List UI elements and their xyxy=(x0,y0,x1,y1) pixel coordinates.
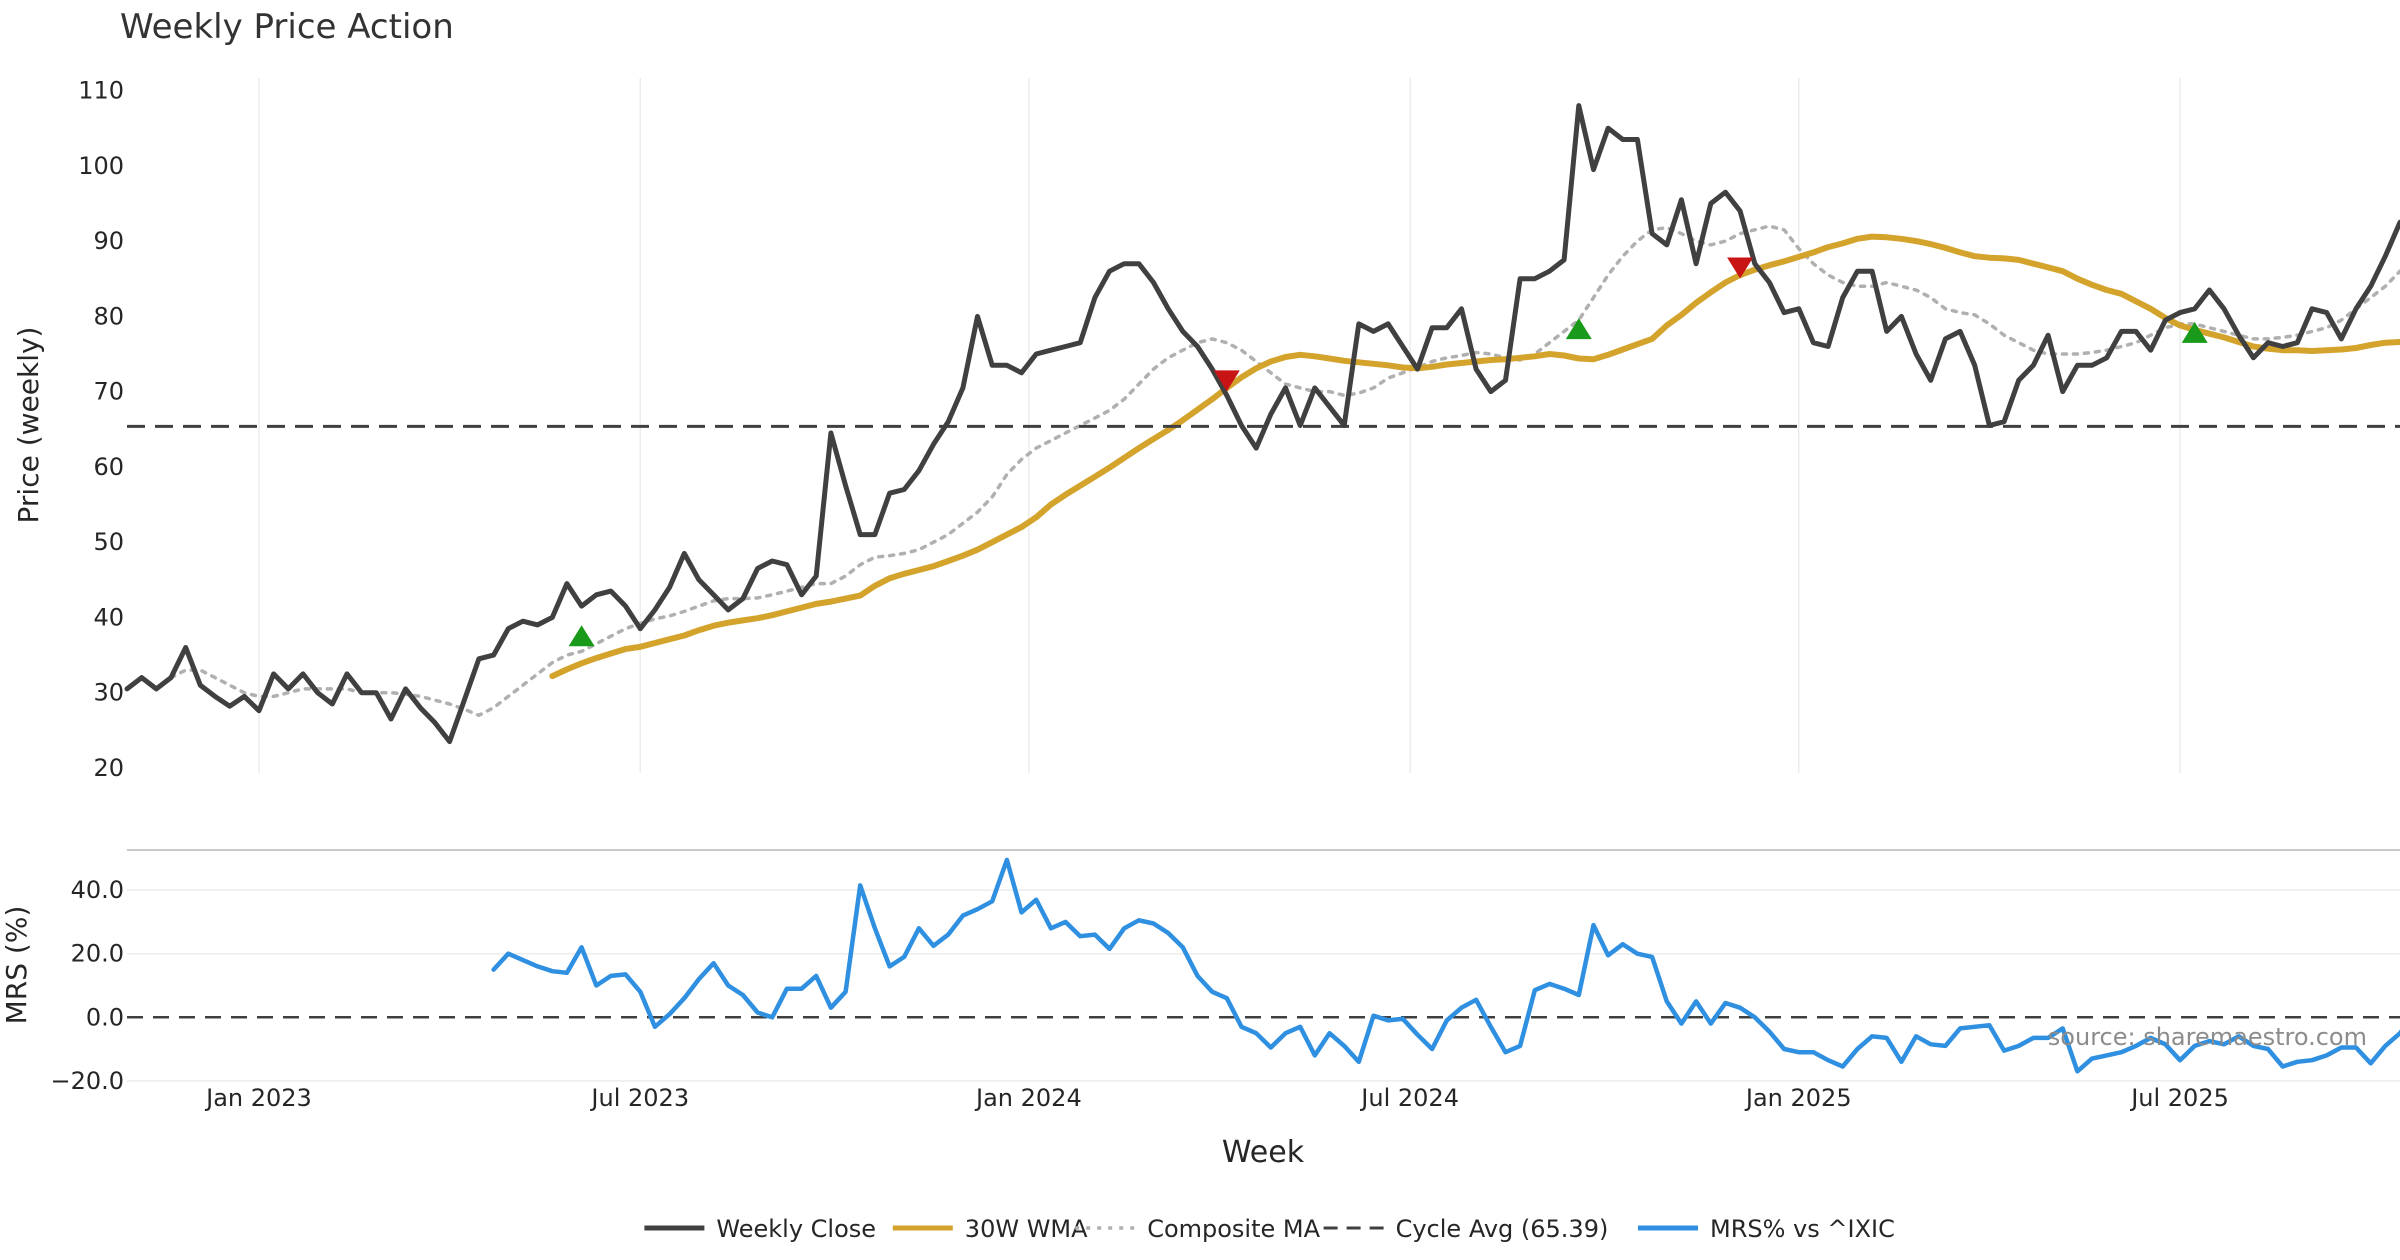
buy-signal-marker-0 xyxy=(568,625,595,647)
x-axis-label: Week xyxy=(1222,1135,1305,1170)
xtick-jul-2023: Jul 2023 xyxy=(589,1084,689,1112)
price-ytick-50: 50 xyxy=(93,528,124,556)
buy-signal-marker-2 xyxy=(2181,321,2208,343)
legend-item-mrs-vs-ixic: MRS% vs ^IXIC xyxy=(1638,1215,1895,1243)
legend-label-mrs-vs-ixic: MRS% vs ^IXIC xyxy=(1710,1215,1895,1243)
weekly-close-line xyxy=(124,103,2400,745)
price-y-axis-label: Price (weekly) xyxy=(12,327,45,524)
legend-item-30w-wma: 30W WMA xyxy=(892,1215,1088,1243)
legend-item-composite-ma: Composite MA xyxy=(1075,1215,1321,1243)
xtick-jul-2025: Jul 2025 xyxy=(2129,1084,2229,1112)
mrs-y-axis-label: MRS (%) xyxy=(0,906,33,1025)
mrs-ytick-0: −20.0 xyxy=(50,1067,124,1095)
xtick-jan-2024: Jan 2024 xyxy=(974,1084,1082,1112)
xtick-jan-2023: Jan 2023 xyxy=(204,1084,312,1112)
price-ytick-20: 20 xyxy=(93,754,124,782)
30w-wma-line xyxy=(549,233,2400,680)
price-ytick-90: 90 xyxy=(93,227,124,255)
source-annotation: source: sharemaestro.com xyxy=(2048,1023,2367,1051)
sell-signal-marker-1 xyxy=(1727,257,1754,279)
buy-signal-marker-1 xyxy=(1565,318,1592,340)
legend-label-weekly-close: Weekly Close xyxy=(716,1215,876,1243)
x-ticks: Jan 2023 Jul 2023 Jan 2024 Jul 2024 Jan 2025… xyxy=(204,1084,2229,1112)
chart-title: Weekly Price Action xyxy=(120,7,454,47)
price-ytick-30: 30 xyxy=(93,679,124,707)
price-ytick-40: 40 xyxy=(93,603,124,631)
legend-item-cycle-avg-65-39: Cycle Avg (65.39) xyxy=(1323,1215,1609,1243)
price-ytick-80: 80 xyxy=(93,302,124,330)
legend-label-cycle-avg-65-39: Cycle Avg (65.39) xyxy=(1396,1215,1609,1243)
price-ytick-110: 110 xyxy=(78,77,124,105)
mrs-series xyxy=(491,857,2400,1074)
signal-markers xyxy=(568,257,2208,647)
price-y-ticks: 20 30 40 50 60 70 80 90 100 110 xyxy=(78,77,124,782)
mrs-panel-grid xyxy=(127,889,2400,1082)
price-ytick-70: 70 xyxy=(93,378,124,406)
mrs-line xyxy=(491,857,2400,1074)
mrs-y-ticks: −20.0 0.0 20.0 40.0 xyxy=(50,876,124,1095)
legend-label-composite-ma: Composite MA xyxy=(1147,1215,1320,1243)
price-ytick-60: 60 xyxy=(93,453,124,481)
legend: Weekly Close 30W WMA Composite MA Cycle Avg… xyxy=(644,1215,1895,1243)
price-series xyxy=(124,103,2400,745)
xtick-jan-2025: Jan 2025 xyxy=(1744,1084,1852,1112)
mrs-ytick-3: 40.0 xyxy=(71,876,124,904)
legend-item-weekly-close: Weekly Close xyxy=(644,1215,876,1243)
price-ytick-100: 100 xyxy=(78,152,124,180)
mrs-ytick-2: 20.0 xyxy=(71,940,124,968)
mrs-ytick-1: 0.0 xyxy=(86,1003,124,1031)
composite-ma-line xyxy=(169,224,2400,718)
sell-signal-marker-0 xyxy=(1213,370,1240,392)
legend-label-30w-wma: 30W WMA xyxy=(965,1215,1088,1243)
xtick-jul-2024: Jul 2024 xyxy=(1359,1084,1459,1112)
